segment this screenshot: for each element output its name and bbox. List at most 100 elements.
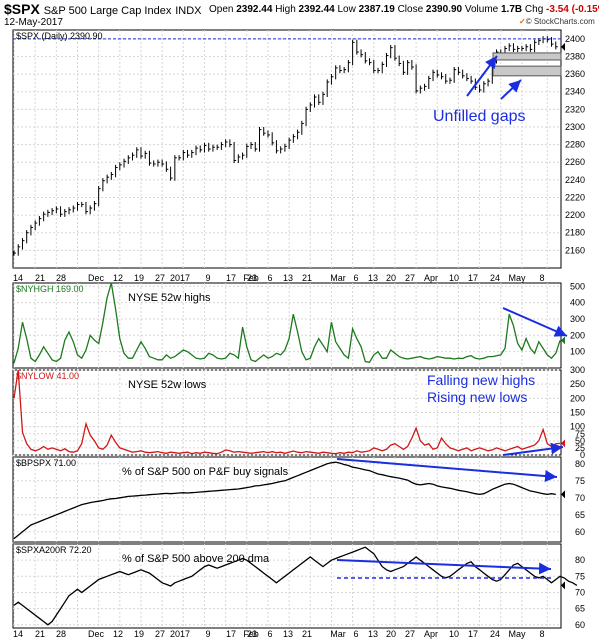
x-tick-label-bottom: 6 [267,629,272,639]
series-line [13,546,578,626]
panel-title: NYSE 52w highs [128,292,211,304]
y-tick-label: 2160 [565,245,585,255]
x-tick-label-bottom: 21 [35,629,45,639]
x-tick-label-top: 17 [468,273,478,283]
x-tick-label-bottom: 13 [283,629,293,639]
y-tick-label: 75 [575,476,585,486]
x-tick-label-bottom: Dec [88,629,105,639]
x-tick-label-bottom: 24 [490,629,500,639]
y-tick-label: 100 [570,422,585,432]
stockcharts-logo-icon: ✓ [519,17,526,26]
panel-frame [12,282,562,369]
y-tick-label: 75 [575,571,585,581]
panel-bpspx: 60 65 70 75 80 $BPSPX 71.00 % of S&P 500 on P&… [12,456,585,543]
x-tick-label-top: 28 [56,273,66,283]
trend-arrow [502,307,568,337]
y-tick-label: 300 [570,365,585,375]
x-tick-label-bottom: 17 [226,629,236,639]
panel-main: 2160 2180 2200 2220 2240 2260 2280 2300 2320 2340… [12,29,585,269]
x-tick-label-bottom: 8 [539,629,544,639]
panel-title: % of S&P 500 above 200 dma [122,553,270,565]
x-tick-label-bottom: 28 [56,629,66,639]
x-tick-label-top: Dec [88,273,105,283]
y-tick-label: 500 [570,281,585,291]
series-line [13,461,556,540]
x-tick-label-bottom: 27 [405,629,415,639]
y-tick-label: 0 [580,450,585,460]
low-label: Low [337,4,356,15]
x-tick-label-bottom: 17 [468,629,478,639]
y-tick-label: 50 [575,436,585,446]
ticker-symbol: $SPX [4,1,40,17]
x-tick-label-bottom: 6 [353,629,358,639]
credit-text: © StockCharts.com [525,17,595,26]
x-tick-label-top: Mar [330,273,346,283]
x-tick-label-top: 21 [35,273,45,283]
x-tick-label-top: 27 [155,273,165,283]
y-tick-label: 2400 [565,34,585,44]
y-tick-label: 60 [575,620,585,630]
panel-spxa200r: 60 65 70 75 80 $SPXA200R 72.20 % of S&P 500 ab… [12,543,585,630]
open-label: Open [209,4,234,15]
panel-symbol-label: $SPX (Daily) 2390.90 [16,31,103,41]
x-tick-label-top: 17 [226,273,236,283]
x-tick-label-top: 14 [13,273,23,283]
x-tick-label-top: 20 [386,273,396,283]
x-tick-label-top: 13 [368,273,378,283]
last-value-marker [561,336,565,345]
panel-frame [12,29,562,269]
panel-frame [12,543,562,629]
y-tick-label: 2180 [565,228,585,238]
x-tick-label-bottom: 12 [113,629,123,639]
x-tick-label-top: 23 [247,273,257,283]
ticker-exchange: INDX [175,5,202,17]
falling-highs-label: Falling new highs [427,372,535,388]
panel-symbol-label: $NYHGH 169.00 [16,284,84,294]
y-tick-label: 2220 [565,192,585,202]
x-tick-label-bottom: May [508,629,526,639]
y-tick-label: 65 [575,604,585,614]
trend-arrow [500,79,522,100]
y-tick-label: 80 [575,555,585,565]
x-tick-label-bottom: 27 [155,629,165,639]
panel-title: % of S&P 500 on P&F buy signals [122,466,289,478]
x-tick-label-bottom: Mar [330,629,346,639]
x-tick-label-top: 13 [283,273,293,283]
x-tick-label-bottom: 14 [13,629,23,639]
x-tick-label-bottom: 23 [247,629,257,639]
x-tick-label-top: 9 [205,273,210,283]
x-tick-label-top: 24 [490,273,500,283]
y-tick-label: 60 [575,527,585,537]
trend-arrow [336,559,552,575]
x-tick-label-bottom: 19 [134,629,144,639]
x-tick-label-top: 6 [353,273,358,283]
last-value-marker [561,581,565,590]
y-tick-label: 2240 [565,175,585,185]
x-tick-label-top: 27 [405,273,415,283]
x-tick-label-top: 19 [134,273,144,283]
trend-arrow [502,442,564,456]
y-tick-label: 25 [575,443,585,453]
panel-symbol-label: $BPSPX 71.00 [16,458,76,468]
y-tick-label: 2380 [565,51,585,61]
volume-label: Volume [464,4,499,15]
rising-lows-label: Rising new lows [427,389,527,405]
x-tick-label-top: 21 [302,273,312,283]
quote-line: Open 2392.44 High 2392.44 Low 2387.19 Cl… [209,4,599,15]
panel-symbol-label: $NYLOW 41.00 [16,371,79,381]
y-tick-label: 200 [570,393,585,403]
ticker-description: S&P 500 Large Cap Index [43,5,172,17]
x-tick-label-top: 6 [267,273,272,283]
y-tick-label: 80 [575,459,585,469]
unfilled-gaps-label: Unfilled gaps [433,108,526,125]
y-tick-label: 2360 [565,69,585,79]
trend-arrow [336,458,558,483]
x-tick-label-bottom: Apr [424,629,438,639]
x-tick-label-bottom: 9 [205,629,210,639]
y-tick-label: 70 [575,587,585,597]
gap-zone [492,65,562,77]
x-tick-label-bottom: 2017 [170,629,190,639]
close-label: Close [397,4,424,15]
